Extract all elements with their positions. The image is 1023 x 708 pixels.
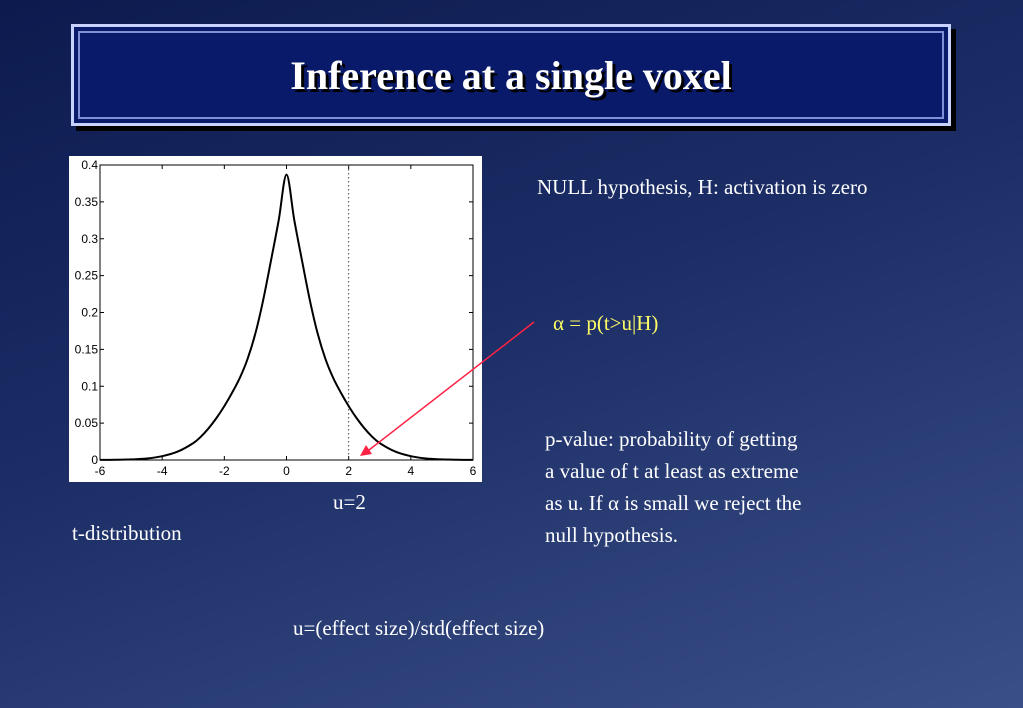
alpha-definition: α = p(t>u|H) [553,311,659,335]
title-box: Inference at a single voxel [71,24,951,126]
density-curve [99,173,474,461]
x-tick-label: -4 [157,464,168,478]
y-tick-label: 0.4 [81,158,98,172]
t-distribution-chart: -6 -4 -2 0 2 4 6 0 0.05 0.1 0.15 0.2 0.25 0.3 0.35 0.4 [69,156,482,482]
pvalue-line: p-value: probability of getting [545,427,798,451]
y-tick-label: 0.05 [75,416,99,430]
y-tick-label: 0.1 [81,379,98,393]
x-tick-label: 4 [407,464,414,478]
plot-frame [99,164,474,461]
pvalue-line: null hypothesis. [545,523,679,547]
null-hypothesis-text: NULL hypothesis, H: activation is zero [537,175,868,199]
pvalue-line: a value of t at least as extreme [545,459,799,483]
x-tick-label: 0 [283,464,290,478]
effect-size-formula: u=(effect size)/std(effect size) [293,616,545,640]
pvalue-explanation: p-value: probability of getting a value … [545,423,802,551]
y-tick-label: 0.3 [81,232,98,246]
y-tick-label: 0.25 [75,269,99,283]
x-tick-label: -6 [95,464,106,478]
x-tick-label: -2 [219,464,230,478]
slide-title: Inference at a single voxel [290,52,732,98]
y-tick-label: 0 [91,453,98,467]
y-tick-label: 0.2 [81,306,98,320]
x-tick-label: 2 [345,464,352,478]
t-distribution-label: t-distribution [72,521,182,545]
u-label: u=2 [333,490,366,514]
pvalue-line: as u. If α is small we reject the [545,491,802,515]
x-tick-label: 6 [470,464,477,478]
y-tick-label: 0.35 [75,195,99,209]
y-tick-label: 0.15 [75,342,99,356]
chart-svg: -6 -4 -2 0 2 4 6 0 0.05 0.1 0.15 0.2 0.25 0.3 0.35 0.4 [75,158,477,478]
